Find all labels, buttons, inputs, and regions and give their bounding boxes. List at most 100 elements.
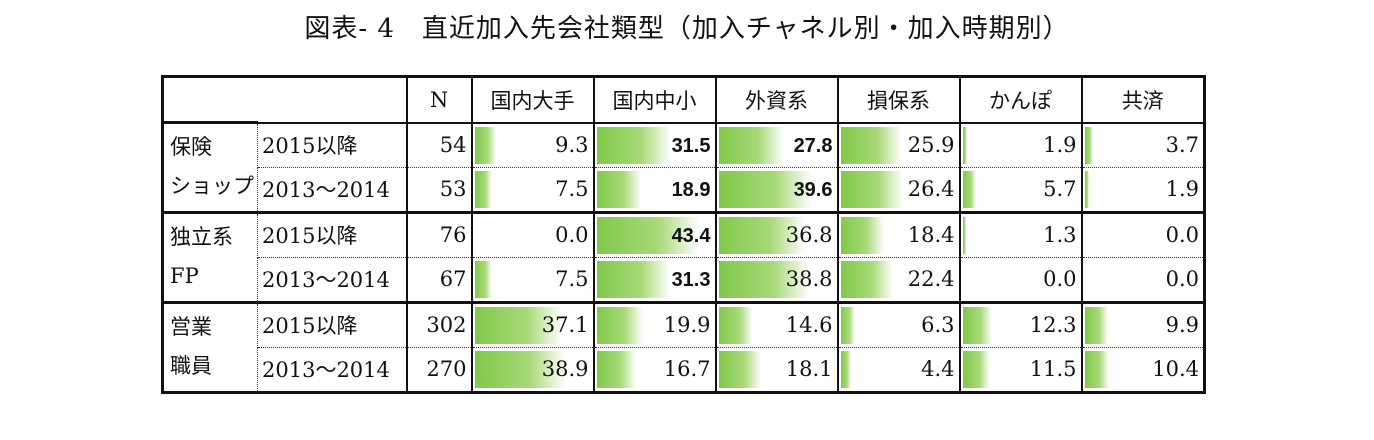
data-bar: [474, 350, 567, 388]
data-bar: [840, 216, 884, 254]
value-cell: 14.6: [715, 302, 839, 348]
data-bar: [962, 216, 966, 254]
data-bar: [718, 126, 785, 164]
table-row: 2013～2014 53 7.5 18.9 39.6 26.4 5.7 1.9: [163, 167, 1206, 214]
table-row: 2013～2014 67 7.5 31.3 38.8 22.4 0.0 0.0: [163, 257, 1206, 304]
value-cell: 16.7: [593, 347, 717, 394]
value-cell: 0.0: [471, 212, 595, 258]
period-label: 2013～2014: [257, 347, 408, 394]
value-cell: 39.6: [715, 167, 839, 214]
value-cell: 18.9: [593, 167, 717, 214]
value-cell: 31.5: [593, 122, 717, 168]
column-header: 国内中小: [592, 75, 717, 124]
value-label: 3.7: [1165, 133, 1199, 157]
group-label-line1: 保険: [170, 135, 212, 159]
value-cell: 0.0: [1081, 257, 1206, 304]
value-cell: 6.3: [837, 302, 961, 348]
data-bar: [718, 350, 762, 388]
sample-size: 302: [406, 302, 473, 348]
data-bar: [474, 306, 563, 344]
value-cell: 38.9: [471, 347, 595, 394]
value-cell: 12.3: [959, 302, 1083, 348]
data-bar: [962, 126, 967, 164]
value-label: 39.6: [793, 178, 833, 201]
value-label: 12.3: [1029, 313, 1077, 337]
value-cell: 31.3: [593, 257, 717, 304]
period-label: 2013～2014: [257, 257, 408, 304]
value-cell: 7.5: [471, 257, 595, 304]
data-bar: [1084, 170, 1089, 208]
value-label: 11.5: [1029, 357, 1077, 381]
value-label: 0.0: [1165, 267, 1199, 291]
value-label: 18.9: [671, 178, 711, 201]
value-cell: 7.5: [471, 167, 595, 214]
value-label: 14.6: [785, 313, 833, 337]
value-cell: 43.4: [593, 212, 717, 258]
table-row: 独立系 FP 2015以降 76 0.0 43.4 36.8 18.4 1.3 0.0: [161, 210, 1206, 304]
value-cell: 0.0: [959, 257, 1083, 304]
data-bar: [840, 170, 903, 208]
value-label: 9.9: [1165, 313, 1199, 337]
column-header: 外資系: [714, 75, 839, 124]
data-bar: [474, 170, 493, 208]
header-row: N 国内大手 国内中小 外資系 損保系 かんぽ 共済: [161, 75, 1206, 124]
sample-size: 67: [406, 257, 473, 304]
value-label: 1.3: [1043, 223, 1077, 247]
group-label-line2: 職員: [170, 353, 212, 378]
value-label: 0.0: [1043, 267, 1077, 291]
value-cell: 22.4: [837, 257, 961, 304]
value-cell: 18.4: [837, 212, 961, 258]
value-cell: 11.5: [959, 347, 1083, 394]
period-label: 2015以降: [257, 122, 408, 168]
data-bar: [840, 306, 856, 344]
value-label: 5.7: [1043, 177, 1077, 201]
data-bar: [962, 170, 976, 208]
data-bar: [718, 216, 806, 254]
value-cell: 25.9: [837, 122, 961, 168]
value-label: 0.0: [555, 223, 589, 247]
value-label: 19.9: [663, 313, 711, 337]
value-label: 4.4: [921, 357, 955, 381]
group-label: 独立系 FP: [161, 210, 258, 304]
value-label: 10.4: [1152, 357, 1199, 381]
data-bar: [596, 350, 636, 388]
value-cell: 1.9: [1081, 167, 1206, 214]
value-label: 25.9: [907, 133, 955, 157]
value-cell: 19.9: [593, 302, 717, 348]
value-label: 9.3: [555, 133, 589, 157]
group-label-line2: FP: [170, 263, 199, 288]
table-row: 保険 ショップ 2015以降 54 9.3 31.5 27.8 25.9 1.9 3.7: [161, 121, 1206, 214]
value-cell: 38.8: [715, 257, 839, 304]
data-bar: [474, 260, 493, 298]
data-bar: [718, 306, 753, 344]
data-table: N 国内大手 国内中小 外資系 損保系 かんぽ 共済 保険 ショップ 2015以降 5…: [161, 75, 1206, 394]
data-bar: [596, 170, 642, 208]
group-label: 保険 ショップ: [161, 121, 258, 214]
column-header: 共済: [1080, 75, 1206, 124]
value-cell: 0.0: [1081, 212, 1206, 258]
value-cell: 10.4: [1081, 347, 1206, 394]
value-cell: 1.9: [959, 122, 1083, 168]
column-header: 損保系: [836, 75, 961, 124]
table-row: 営業 職員 2015以降 302 37.1 19.9 14.6 6.3 12.3 9.9: [161, 300, 1206, 394]
table-body: 保険 ショップ 2015以降 54 9.3 31.5 27.8 25.9 1.9 3.7 2013～…: [161, 121, 1206, 394]
value-label: 27.8: [793, 134, 833, 157]
table-row: 2013～2014 270 38.9 16.7 18.1 4.4 11.5 10.4: [163, 347, 1206, 394]
value-label: 31.3: [671, 268, 711, 291]
value-label: 0.0: [1165, 223, 1199, 247]
data-bar: [840, 126, 902, 164]
column-header: 国内大手: [470, 75, 595, 124]
value-label: 37.1: [541, 313, 589, 337]
value-label: 1.9: [1165, 177, 1199, 201]
sample-size: 54: [406, 122, 473, 168]
value-label: 26.4: [907, 177, 955, 201]
value-cell: 9.3: [471, 122, 595, 168]
data-bar: [962, 306, 992, 344]
value-label: 18.1: [785, 357, 833, 381]
data-bar: [840, 350, 851, 388]
value-cell: 4.4: [837, 347, 961, 394]
value-label: 38.9: [541, 357, 589, 381]
column-header: N: [405, 75, 473, 124]
data-bar: [1084, 350, 1110, 388]
value-label: 18.4: [907, 223, 955, 247]
